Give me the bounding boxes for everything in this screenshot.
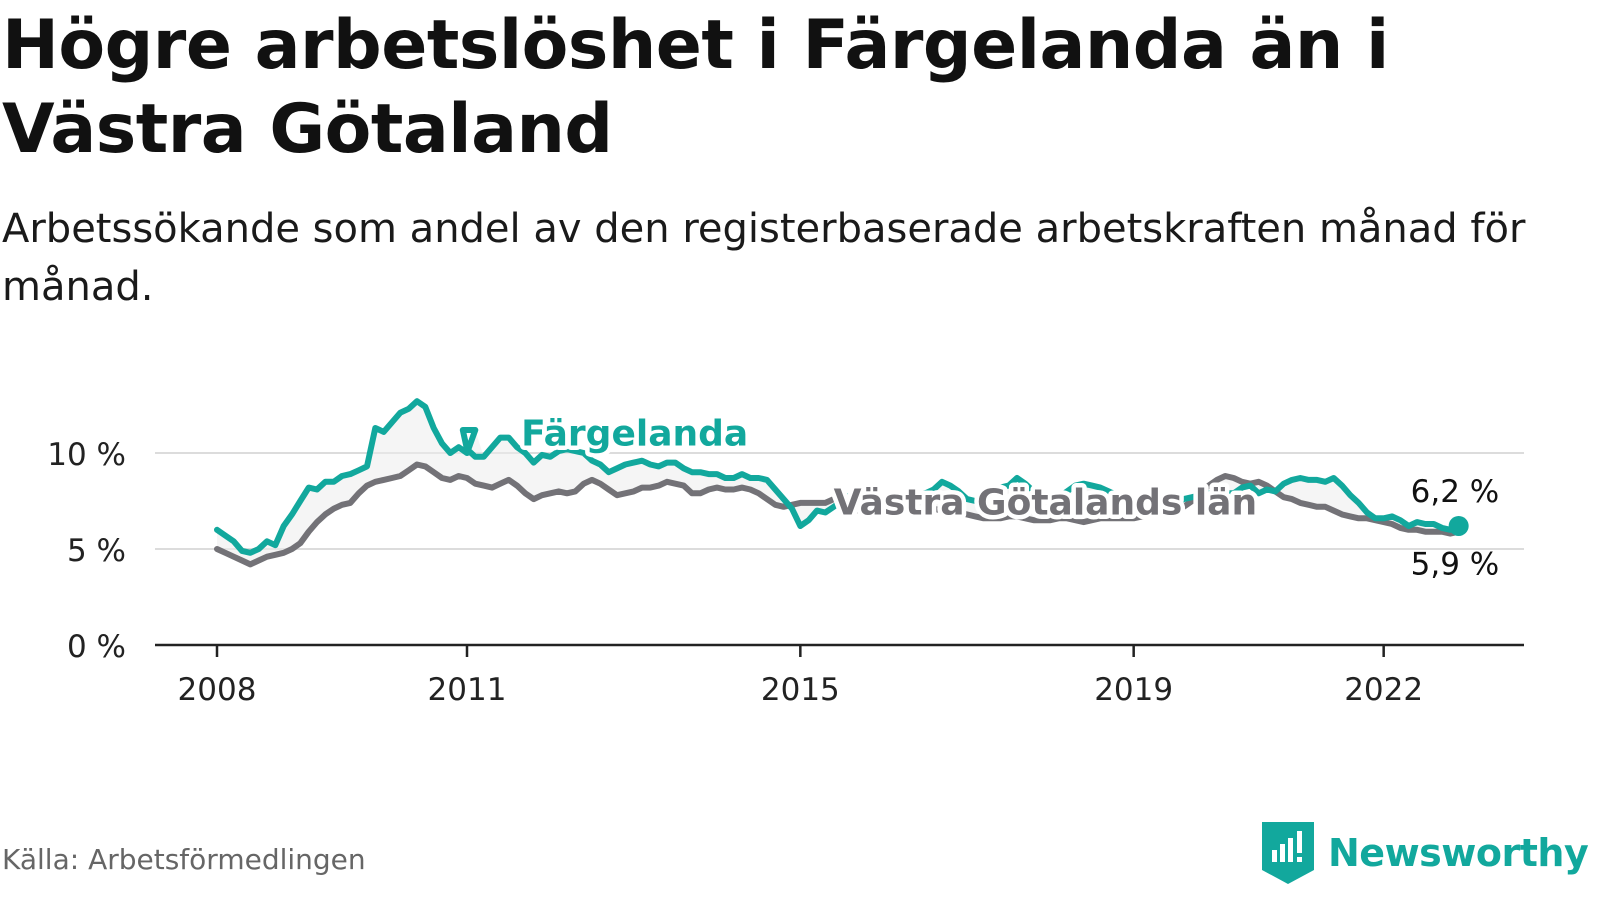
brand-name: Newsworthy bbox=[1328, 831, 1589, 875]
y-tick-label: 5 % bbox=[67, 533, 126, 569]
last-value-label-vastra-gotaland: 5,9 % bbox=[1411, 547, 1500, 583]
x-axis-ticks: 2008 2011 2015 2019 2022 bbox=[178, 645, 1423, 708]
newsworthy-logo-icon bbox=[1262, 822, 1314, 884]
x-tick-label: 2019 bbox=[1094, 672, 1173, 708]
last-value-label-fargelanda: 6,2 % bbox=[1411, 474, 1500, 510]
y-tick-label: 0 % bbox=[67, 629, 126, 665]
x-tick-label: 2011 bbox=[428, 672, 507, 708]
series-label-vastra-gotaland: Västra Götalands län bbox=[834, 482, 1257, 523]
x-tick-label: 2022 bbox=[1344, 672, 1423, 708]
line-chart: 2008 2011 2015 2019 2022 0 % 5 % 10 % Färgelan… bbox=[47, 398, 1524, 708]
series-line-fargelanda bbox=[214, 398, 1462, 556]
y-axis-ticks: 0 % 5 % 10 % bbox=[47, 437, 126, 665]
y-tick-label: 10 % bbox=[47, 437, 126, 473]
chart-title: Högre arbetslöshet i Färgelanda än i Väs… bbox=[2, 6, 1389, 169]
series-label-fargelanda: Färgelanda bbox=[521, 413, 748, 454]
chart-subtitle: Arbetssökande som andel av den registerb… bbox=[2, 206, 1526, 310]
x-tick-label: 2015 bbox=[761, 672, 840, 708]
newsworthy-logo: Newsworthy bbox=[1262, 818, 1589, 888]
x-tick-label: 2008 bbox=[178, 672, 257, 708]
source-note: Källa: Arbetsförmedlingen bbox=[2, 843, 366, 876]
fargelanda-end-marker bbox=[1448, 515, 1469, 536]
